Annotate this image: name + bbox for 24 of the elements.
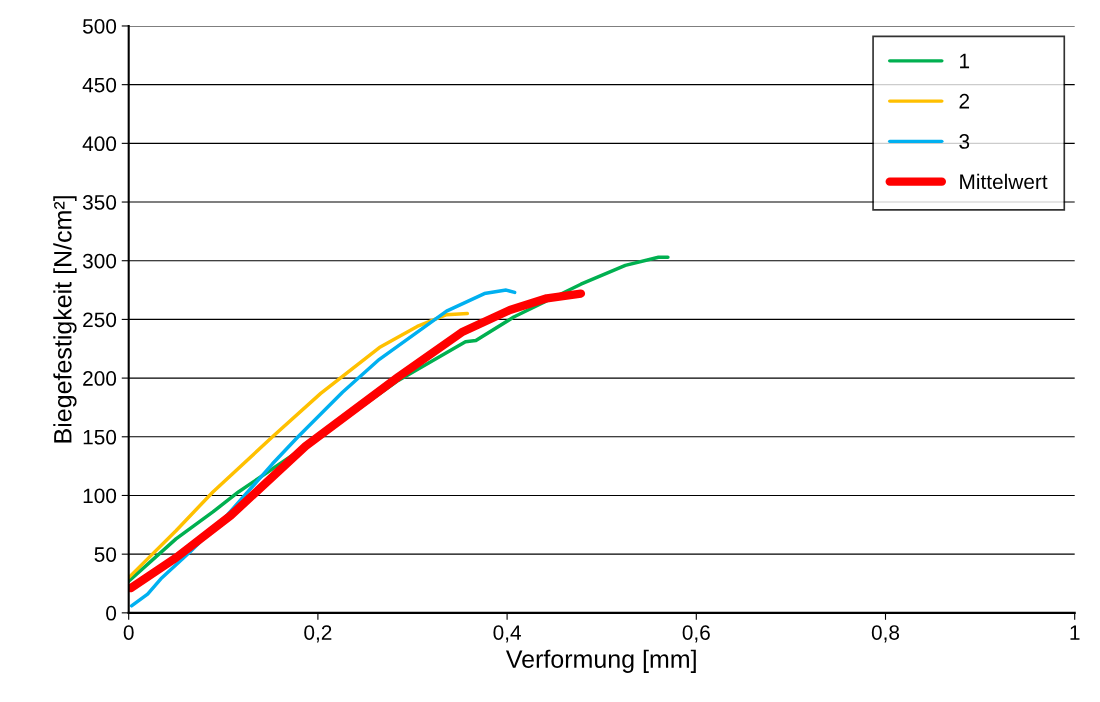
- x-tick-label: 0: [123, 625, 134, 640]
- y-tick-label: 400: [82, 136, 117, 152]
- y-tick-label: 450: [82, 77, 117, 93]
- y-axis-title: Biegefestigkeit [N/cm²]: [53, 196, 77, 443]
- y-tick-label: 150: [83, 429, 117, 445]
- y-tick-label: 0: [106, 605, 117, 621]
- y-tick-label: 300: [82, 253, 117, 269]
- y-tick-label: 50: [94, 547, 117, 562]
- x-tick-label: 1: [1070, 625, 1080, 640]
- x-tick-label: 0,8: [871, 625, 900, 643]
- x-tick-label: 0,4: [493, 625, 521, 643]
- y-tick-label: 500: [82, 18, 117, 34]
- x-tick-label: 0,2: [304, 625, 332, 643]
- line-series: [128, 311, 470, 580]
- legend-label: Mittelwert: [960, 173, 1048, 190]
- y-tick-label: 100: [83, 488, 117, 504]
- legend-label: 1: [960, 53, 970, 69]
- legend-label: 3: [959, 134, 970, 149]
- y-tick-label: 250: [83, 312, 117, 328]
- y-tick-label: 200: [83, 371, 117, 386]
- x-axis-title: Verformung [mm]: [505, 649, 696, 673]
- x-tick-label: 0,6: [682, 625, 710, 643]
- y-tick-label: 350: [82, 195, 117, 210]
- legend-label: 2: [959, 93, 970, 109]
